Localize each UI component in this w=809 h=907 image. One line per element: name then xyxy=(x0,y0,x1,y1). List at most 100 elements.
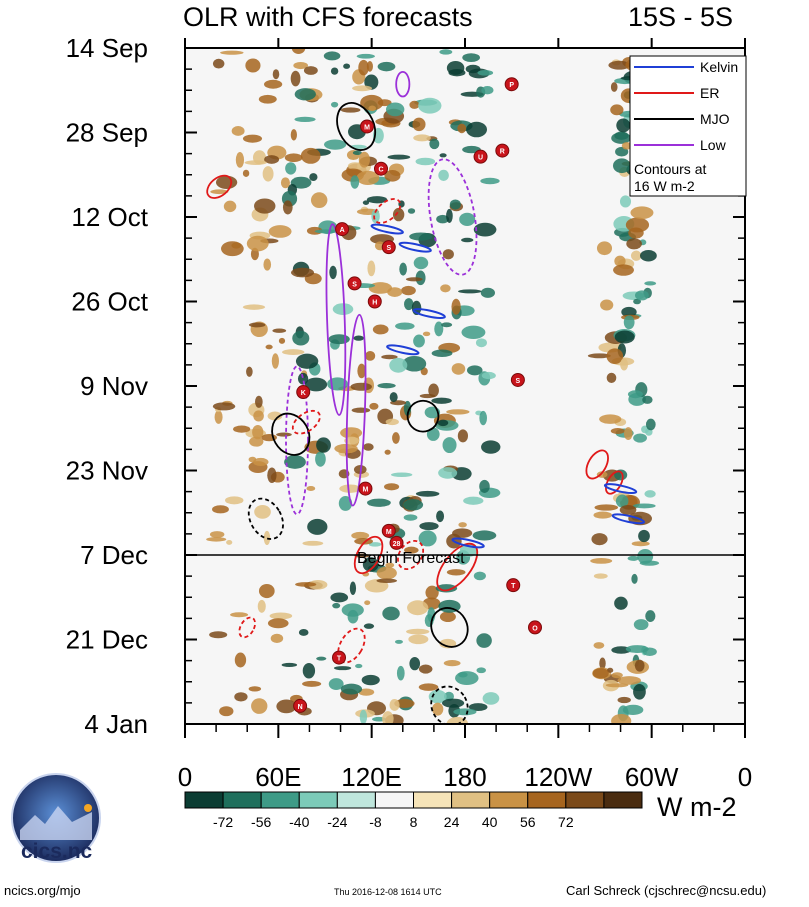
olr-anomaly-blob xyxy=(438,467,458,479)
legend-note-1: Contours at xyxy=(634,161,706,177)
olr-anomaly-blob xyxy=(219,706,234,717)
olr-anomaly-blob xyxy=(611,132,631,144)
olr-anomaly-blob xyxy=(248,322,266,328)
olr-anomaly-blob xyxy=(282,349,305,356)
olr-anomaly-blob xyxy=(637,548,654,564)
forecast-contours xyxy=(206,70,645,724)
forecast-contour xyxy=(430,607,469,648)
olr-anomaly-blob xyxy=(276,699,297,714)
forecast-contour xyxy=(285,365,309,516)
region-label: 15S - 5S xyxy=(628,2,734,32)
olr-anomaly-blob xyxy=(594,504,619,511)
tc-marker-label: A xyxy=(340,227,345,234)
olr-anomaly-field xyxy=(206,48,660,724)
olr-anomaly-blob xyxy=(616,118,631,133)
kelvin-contour xyxy=(412,308,446,320)
olr-anomaly-blob xyxy=(384,169,401,182)
olr-anomaly-blob xyxy=(446,409,470,415)
olr-anomaly-blob xyxy=(619,195,632,208)
y-tick-label: 14 Sep xyxy=(66,33,148,63)
colorbar-swatch xyxy=(565,791,605,809)
footer-url[interactable]: ncics.org/mjo xyxy=(4,883,81,898)
olr-anomaly-blob xyxy=(253,410,264,422)
olr-anomaly-blob xyxy=(638,529,650,543)
y-tick-label: 12 Oct xyxy=(71,202,148,232)
olr-anomaly-blob xyxy=(481,440,501,454)
tc-marker-icon xyxy=(332,650,346,665)
olr-anomaly-blob xyxy=(606,372,617,384)
olr-anomaly-blob xyxy=(291,267,315,278)
tc-marker-label: M xyxy=(363,487,369,494)
tc-marker-icon xyxy=(504,77,519,92)
colorbar-tick-label: 8 xyxy=(410,814,418,830)
tc-marker-label: N xyxy=(298,704,303,711)
olr-anomaly-blob xyxy=(340,683,363,695)
olr-anomaly-blob xyxy=(285,162,297,175)
olr-anomaly-blob xyxy=(263,530,271,546)
kelvin-contour xyxy=(603,483,638,495)
tc-marker-label: M xyxy=(364,124,370,131)
olr-anomaly-blob xyxy=(644,490,656,498)
colorbar-tick-label: 72 xyxy=(558,814,574,830)
olr-anomaly-blob xyxy=(403,499,424,511)
olr-anomaly-blob xyxy=(372,324,389,335)
olr-anomaly-blob xyxy=(368,542,382,547)
tc-marker-icon xyxy=(335,222,350,237)
olr-anomaly-blob xyxy=(258,94,277,104)
olr-anomaly-blob xyxy=(394,639,403,644)
olr-anomaly-blob xyxy=(340,107,361,113)
olr-anomaly-blob xyxy=(431,397,452,404)
olr-anomaly-blob xyxy=(481,371,496,380)
olr-anomaly-blob xyxy=(644,281,657,286)
olr-anomaly-blob xyxy=(235,152,245,168)
olr-anomaly-blob xyxy=(212,402,236,411)
colorbar-swatch xyxy=(489,791,529,809)
olr-anomaly-blob xyxy=(376,566,397,580)
olr-anomaly-blob xyxy=(627,555,639,561)
olr-anomaly-blob xyxy=(467,365,483,376)
olr-anomaly-blob xyxy=(409,232,433,241)
olr-anomaly-blob xyxy=(438,169,449,181)
tc-marker-label: S xyxy=(386,245,391,252)
forecast-contour xyxy=(238,616,256,639)
olr-anomaly-blob xyxy=(376,578,397,583)
olr-anomaly-blob xyxy=(377,61,396,72)
olr-anomaly-blob xyxy=(242,134,263,143)
olr-anomaly-blob xyxy=(267,467,277,483)
olr-anomaly-blob xyxy=(632,503,656,509)
olr-anomaly-blob xyxy=(392,207,405,222)
olr-anomaly-blob xyxy=(439,49,453,55)
y-tick-label: 7 Dec xyxy=(80,540,148,570)
olr-anomaly-blob xyxy=(263,258,272,271)
olr-anomaly-blob xyxy=(404,546,419,554)
olr-anomaly-blob xyxy=(362,200,370,205)
x-tick-label: 0 xyxy=(738,762,752,792)
olr-anomaly-blob xyxy=(298,629,309,636)
x-tick-label: 60E xyxy=(255,762,301,792)
olr-anomaly-blob xyxy=(272,328,287,333)
olr-anomaly-blob xyxy=(360,94,384,111)
legend-label-kelvin: Kelvin xyxy=(700,59,738,75)
olr-anomaly-blob xyxy=(246,366,253,377)
olr-anomaly-blob xyxy=(242,169,250,177)
olr-anomaly-blob xyxy=(457,123,467,134)
olr-anomaly-blob xyxy=(315,451,326,467)
olr-anomaly-blob xyxy=(634,290,649,301)
olr-anomaly-blob xyxy=(209,531,225,538)
tc-marker-icon xyxy=(293,698,308,713)
olr-anomaly-blob xyxy=(358,151,370,168)
olr-anomaly-blob xyxy=(600,299,614,311)
olr-anomaly-blob xyxy=(612,158,631,174)
olr-anomaly-blob xyxy=(640,249,657,262)
olr-anomaly-blob xyxy=(358,688,375,696)
tc-marker-label: 28 xyxy=(393,541,401,548)
olr-anomaly-blob xyxy=(246,235,269,252)
olr-anomaly-blob xyxy=(418,664,433,674)
tc-marker-label: M xyxy=(386,529,392,536)
olr-anomaly-blob xyxy=(605,683,629,688)
legend-label-mjo: MJO xyxy=(700,111,730,127)
legend-label-er: ER xyxy=(700,85,719,101)
olr-anomaly-blob xyxy=(439,153,447,158)
colorbar-units: W m-2 xyxy=(657,792,737,822)
olr-anomaly-blob xyxy=(630,250,642,261)
